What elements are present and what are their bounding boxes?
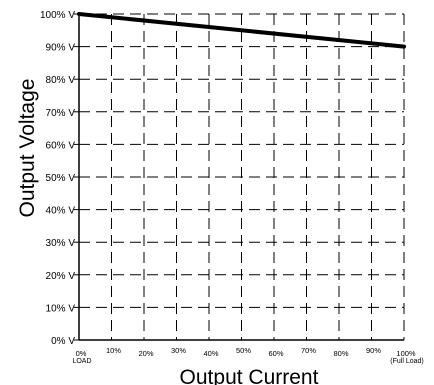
series-line — [77, 12, 406, 49]
y-tick-label: 60% V — [46, 140, 76, 151]
y-tick-label: 10% V — [46, 303, 76, 314]
x-tick-label: 10% — [106, 346, 121, 355]
y-axis-title: Output Voltage — [16, 79, 39, 218]
y-tick-label: 30% V — [46, 238, 76, 249]
x-tick-label: 90% — [366, 346, 381, 355]
x-tick-label: 30% — [171, 346, 186, 355]
x-tick-label: 60% — [268, 349, 283, 358]
x-tick-label: 50% — [236, 346, 251, 355]
x-axis-title: Output Current — [180, 366, 319, 385]
y-tick-labels: 0% V 10% V 20% V 30% V 40% V 50% V 60% V 70% V 8… — [40, 10, 75, 347]
series-group — [77, 12, 406, 49]
y-tick-label: 70% V — [46, 108, 76, 119]
x-tick-label: 80% — [333, 349, 348, 358]
x-tick-labels: 0%LOAD 10% 20% 30% 40% 50% 60% 70% 80% 90% 100%(Fu… — [72, 346, 423, 365]
y-tick-label: 20% V — [46, 271, 76, 282]
x-tick-label: 40% — [203, 349, 218, 358]
y-tick-label: 0% V — [51, 336, 75, 347]
x-tick-label: 100% — [396, 349, 416, 358]
y-tick-label: 80% V — [46, 75, 76, 86]
grid-lines — [79, 13, 405, 340]
axes — [74, 13, 404, 341]
x-tick-label: 20% — [138, 349, 153, 358]
y-tick-label: 40% V — [46, 206, 76, 217]
x-tick-sublabel: (Full Load) — [390, 358, 423, 365]
x-tick-sublabel: LOAD — [72, 358, 91, 365]
x-tick-label: 0% — [76, 349, 87, 358]
y-tick-label: 90% V — [46, 43, 76, 54]
y-tick-label: 100% V — [40, 10, 75, 21]
x-tick-label: 70% — [301, 346, 316, 355]
y-tick-label: 50% V — [46, 173, 76, 184]
